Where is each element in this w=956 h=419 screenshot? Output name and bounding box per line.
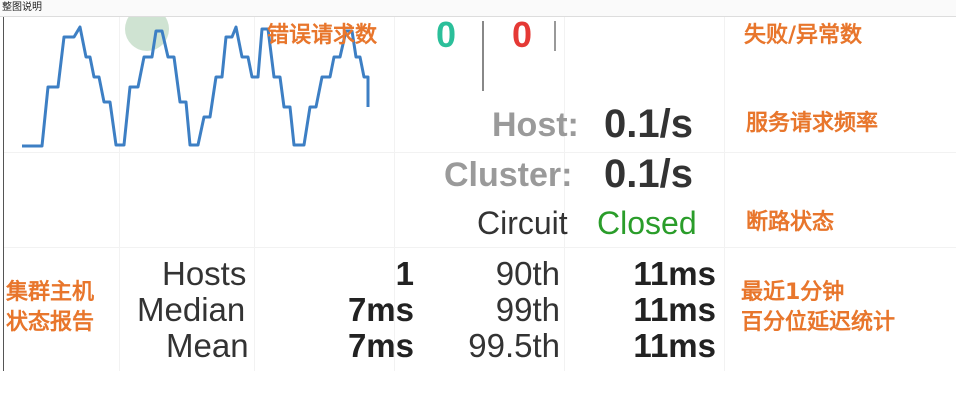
counter-divider (482, 21, 484, 91)
grid-line (394, 17, 395, 371)
host-rate-value: 0.1/s (604, 102, 693, 146)
counter-divider (554, 21, 556, 51)
sparkline-path (22, 25, 370, 148)
failure-count: 0 (512, 14, 533, 55)
annotation-failure-exceptions: 失败/异常数 (744, 23, 863, 48)
grid-line (564, 17, 565, 371)
cluster-rate-label: Cluster: (444, 156, 573, 194)
grid-line (119, 17, 120, 371)
grid-line (254, 17, 255, 371)
p99-label: 99th (495, 291, 560, 328)
grid-line (724, 17, 725, 371)
annotation-cluster-hosts-line2: 状态报告 (6, 310, 95, 335)
left-border (3, 17, 4, 371)
annotation-circuit-state: 断路状态 (746, 210, 835, 235)
median-label: Median (137, 291, 246, 328)
p995-label: 99.5th (468, 327, 560, 364)
annotation-error-requests: 错误请求数 (267, 23, 378, 48)
success-count: 0 (436, 14, 457, 55)
host-rate-label: Host: (492, 106, 579, 144)
cluster-rate-value: 0.1/s (604, 152, 693, 196)
traffic-sparkline (22, 17, 370, 148)
annotation-service-rate: 服务请求频率 (746, 111, 879, 136)
circuit-label: Circuit (477, 205, 568, 241)
p995-value: 11ms (633, 327, 716, 364)
annotation-latency-line2: 百分位延迟统计 (741, 310, 896, 335)
grid-line (4, 247, 956, 248)
circuit-state: Closed (597, 205, 697, 241)
mean-label: Mean (166, 327, 249, 364)
median-value: 7ms (347, 291, 414, 328)
hystrix-circuit-panel: 错误请求数 0 0 失败/异常数 Host: 0.1/s 服务请求频率 Clus… (4, 17, 956, 371)
hosts-value: 1 (395, 255, 414, 292)
p90-value: 11ms (633, 255, 716, 292)
host-health-dot (125, 17, 169, 51)
grid-line (4, 152, 956, 153)
mean-value: 7ms (347, 327, 414, 364)
window-title: 整图说明 (0, 0, 956, 17)
annotation-latency-line1: 最近1分钟 (741, 280, 845, 305)
p90-label: 90th (495, 255, 560, 292)
hosts-label: Hosts (162, 255, 247, 292)
annotation-cluster-hosts-line1: 集群主机 (6, 280, 95, 305)
p99-value: 11ms (633, 291, 716, 328)
